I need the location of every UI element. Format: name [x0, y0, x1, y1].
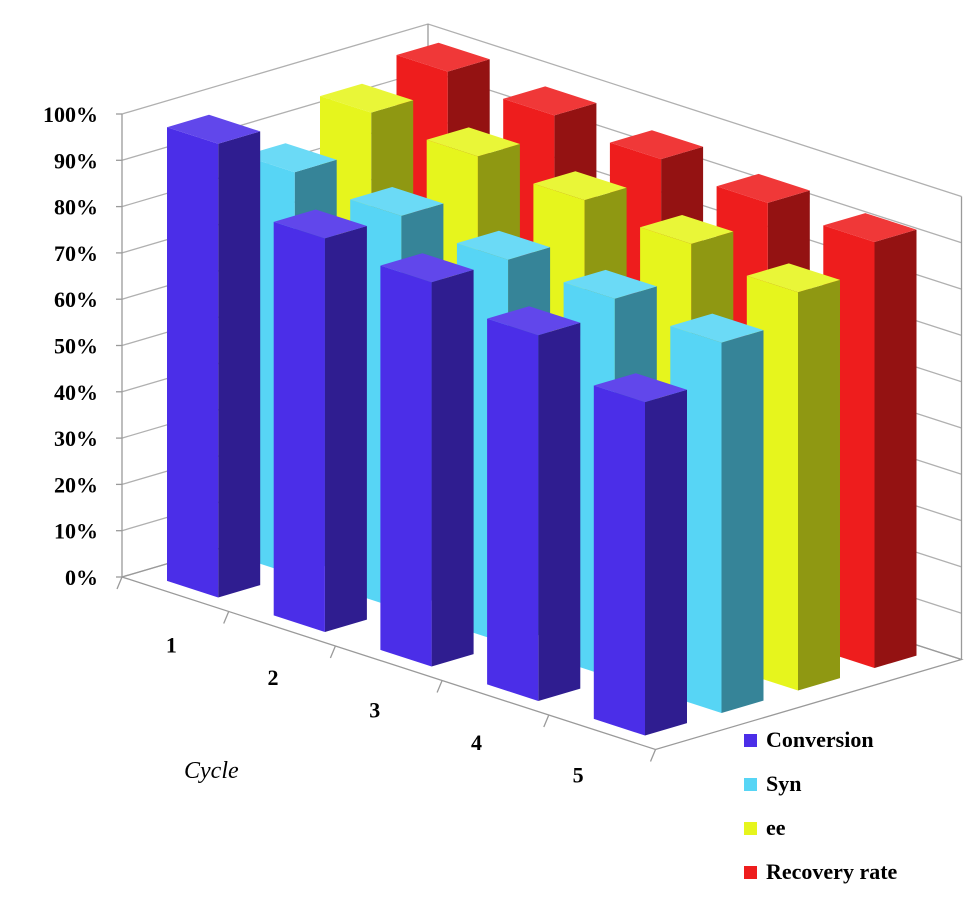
x-category-label: 4 [471, 730, 482, 755]
bar-top [670, 313, 764, 343]
bar-top [640, 215, 734, 244]
bar [380, 253, 474, 667]
legend-swatch [744, 866, 757, 879]
bar-front [273, 221, 325, 632]
y-tick-label: 100% [43, 102, 98, 127]
legend-label: Syn [766, 771, 801, 796]
bar-side [218, 131, 261, 598]
y-tick-label: 40% [54, 380, 98, 405]
legend-label: ee [766, 815, 786, 840]
x-tick-mark [223, 611, 230, 624]
legend-swatch [744, 778, 757, 791]
y-tick-label: 10% [54, 519, 98, 544]
bar-top [533, 171, 627, 201]
x-category-label: 2 [268, 665, 279, 690]
bar [273, 209, 367, 632]
y-tick-label: 20% [54, 472, 98, 497]
bar-side [645, 389, 687, 736]
bar [593, 373, 687, 736]
x-axis-title: Cycle [184, 758, 239, 784]
bar-front [380, 265, 432, 667]
x-tick-mark [329, 645, 336, 659]
bar-side [431, 269, 474, 667]
y-tick-label: 0% [65, 565, 98, 590]
bar-top [396, 42, 490, 72]
y-tick-label: 60% [54, 287, 98, 312]
bar-top [380, 253, 474, 283]
bar-top [503, 86, 597, 116]
bar-top [716, 173, 810, 203]
bar-top [746, 263, 840, 293]
bar-side [721, 330, 764, 713]
x-tick-mark [436, 680, 443, 693]
x-tick-mark [649, 749, 657, 762]
x-category-label: 5 [573, 762, 584, 787]
bar-side [324, 226, 367, 632]
bar-side [874, 229, 917, 668]
x-category-label: 3 [369, 697, 380, 722]
bar-top [609, 130, 704, 160]
bar [167, 114, 261, 598]
bar-side [538, 322, 581, 701]
x-axis-category-labels: 1 2 3 4 5 [166, 632, 584, 787]
legend-swatch [744, 734, 757, 747]
bar-top [823, 213, 917, 242]
x-tick-mark [116, 576, 123, 590]
legend: Conversion Syn ee Recovery rate [744, 727, 898, 884]
bar-top [273, 209, 367, 239]
bar-top [243, 143, 337, 173]
bar-top [320, 83, 414, 113]
y-tick-label: 80% [54, 195, 98, 220]
bar-side [798, 279, 840, 691]
bar-front [487, 318, 539, 701]
bar-front [593, 385, 645, 736]
x-tick-mark [543, 714, 550, 728]
legend-swatch [744, 822, 757, 835]
bar-top [456, 230, 551, 260]
bar-top [593, 373, 687, 403]
legend-label: Conversion [766, 727, 874, 752]
y-tick-label: 70% [54, 241, 98, 266]
legend-label: Recovery rate [766, 859, 898, 884]
bar-top [487, 306, 581, 336]
y-axis-tick-labels: 0% 10% 20% 30% 40% 50% 60% 70% 80% 90% 100% [43, 102, 98, 590]
bar-front [167, 127, 219, 598]
bar-top [350, 187, 444, 216]
bar-top [563, 269, 657, 299]
y-tick-label: 90% [54, 148, 98, 173]
x-category-label: 1 [166, 632, 177, 657]
bar-top [167, 114, 261, 144]
bar [487, 306, 581, 701]
chart-bars [167, 42, 917, 736]
y-tick-label: 50% [54, 334, 98, 359]
bar-top [426, 127, 520, 157]
y-tick-label: 30% [54, 426, 98, 451]
